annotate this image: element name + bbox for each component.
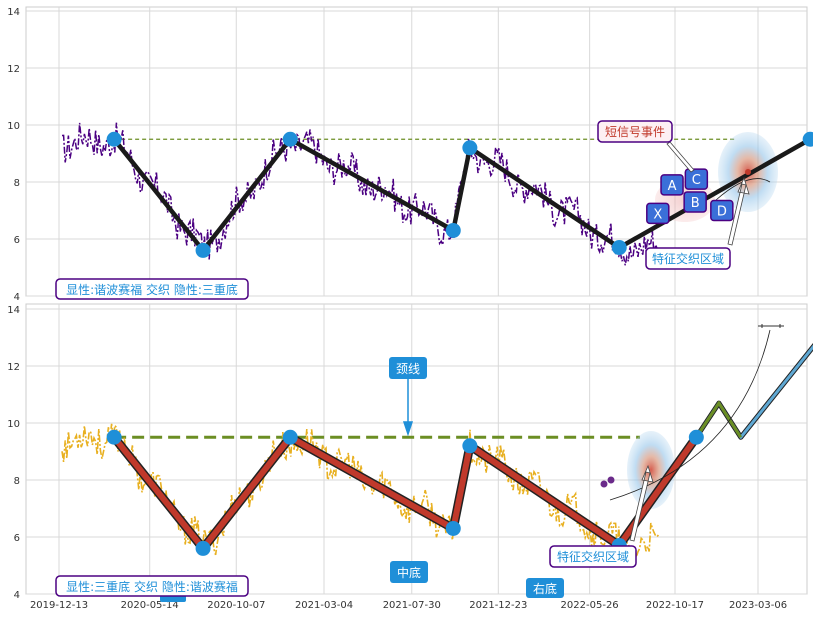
x-tick-label: 2021-07-30 (383, 600, 441, 611)
bottom-neckline-arrow (402, 379, 414, 437)
bottom-zone-label: 特征交织区域 (549, 545, 637, 568)
x-tick-label: 2020-10-07 (207, 600, 265, 611)
top-zone-label: 特征交织区域 (645, 247, 731, 270)
pivot-point (445, 520, 461, 536)
signal-marker-b: B (683, 191, 707, 213)
y-tick-label: 8 (14, 476, 20, 487)
top-short-signal-text: 短信号事件 (605, 125, 665, 139)
pivot-point (462, 438, 478, 454)
bottom-zone-text: 特征交织区域 (557, 549, 629, 564)
pivot-point (611, 240, 627, 256)
bottom-projection-arc (609, 329, 771, 501)
y-tick-label: 6 (14, 235, 20, 246)
bottom-middle-bottom-label: 中底 (390, 561, 428, 583)
top-zone-arrow (727, 176, 750, 246)
top-y-axis: 4 6 8 10 12 14 (7, 7, 20, 303)
bottom-x-axis: 2019-12-13 2020-05-14 2020-10-07 2021-03-04… (30, 600, 787, 611)
bottom-neckline-label: 颈线 (389, 357, 427, 379)
y-tick-label: 10 (7, 121, 20, 132)
top-arc (715, 178, 771, 201)
signal-marker-d: D (710, 199, 734, 222)
x-tick-label: 2021-12-23 (469, 600, 527, 611)
x-tick-label: 2023-03-06 (729, 600, 787, 611)
signal-label: X (653, 207, 662, 222)
x-tick-label: 2020-05-14 (121, 600, 179, 611)
bottom-y-axis: 4 6 8 10 12 14 (7, 305, 20, 601)
pivot-point (688, 429, 704, 445)
x-tick-label: 2022-05-26 (561, 600, 619, 611)
bottom-right-bottom-label: 右底 (526, 578, 564, 598)
bottom-price-series (61, 423, 660, 561)
pivot-point (195, 242, 211, 258)
pivot-point (445, 222, 461, 238)
pivot-point (802, 131, 813, 147)
pivot-point (282, 429, 298, 445)
top-short-signal-label: 短信号事件 (597, 120, 673, 143)
top-legend-text: 显性:谐波赛福 交织 隐性:三重底 (66, 282, 238, 297)
y-tick-label: 4 (14, 292, 20, 303)
signal-label: C (692, 173, 701, 188)
x-tick-label: 2019-12-13 (30, 600, 88, 611)
bottom-middle-bottom-text: 中底 (397, 565, 421, 580)
bottom-signal-dot-1 (600, 480, 608, 488)
y-tick-label: 6 (14, 533, 20, 544)
bottom-legend-text: 显性:三重底 交织 隐性:谐波赛福 (66, 579, 238, 594)
y-tick-label: 14 (7, 7, 20, 18)
x-tick-label: 2022-10-17 (646, 600, 704, 611)
pivot-point (195, 540, 211, 556)
top-short-signal-arrow (666, 141, 695, 173)
pivot-point (106, 429, 122, 445)
bottom-plot-frame (25, 303, 808, 595)
pivot-point (106, 131, 122, 147)
signal-marker-x: X (646, 202, 670, 225)
bottom-projection-green-leg (695, 400, 743, 439)
signal-label: D (717, 205, 727, 220)
bottom-right-bottom-text: 右底 (533, 581, 557, 596)
bottom-legend-box: 显性:三重底 交织 隐性:谐波赛福 (55, 575, 249, 597)
signal-marker-c: C (684, 168, 709, 190)
signal-label: B (691, 196, 700, 211)
top-zone-text: 特征交织区域 (652, 251, 724, 266)
signal-marker-a: A (660, 174, 684, 196)
top-pivot-points (106, 131, 813, 258)
bottom-zone-arrow (629, 464, 654, 542)
x-tick-label: 2021-03-04 (295, 600, 353, 611)
y-tick-label: 14 (7, 305, 20, 316)
bottom-panel: 4 6 8 10 12 14 2019-12-13 2020-05-14 2020-10-07… (7, 303, 813, 611)
pivot-point (462, 140, 478, 156)
bottom-projection-cap (758, 324, 784, 328)
top-zone-dot (745, 169, 751, 175)
bottom-signal-dot-2 (607, 476, 615, 484)
y-tick-label: 8 (14, 178, 20, 189)
bottom-neckline-text: 颈线 (396, 362, 420, 376)
signal-label: A (668, 179, 677, 194)
y-tick-label: 12 (7, 362, 20, 373)
y-tick-label: 4 (14, 590, 20, 601)
top-legend-box: 显性:谐波赛福 交织 隐性:三重底 (55, 278, 249, 300)
y-tick-label: 12 (7, 64, 20, 75)
y-tick-label: 10 (7, 419, 20, 430)
pivot-point (282, 131, 298, 147)
